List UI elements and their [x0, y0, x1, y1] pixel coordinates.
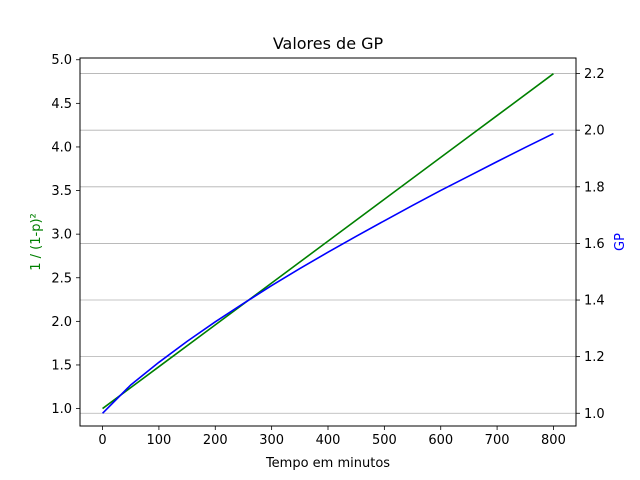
y-right-tick-label: 1.6 — [584, 237, 605, 252]
y-left-tick-label: 1.5 — [51, 358, 72, 373]
series-layer — [101, 73, 554, 414]
x-axis: 0 100 200 300 400 500 600 700 800 — [98, 426, 566, 448]
x-tick-label: 800 — [541, 433, 566, 448]
chart-title: Valores de GP — [273, 34, 384, 53]
y-right-tick-label: 1.0 — [584, 407, 605, 422]
y-right-tick-label: 1.2 — [584, 350, 605, 365]
x-tick-label: 400 — [316, 433, 341, 448]
y-axis-right: 1.0 1.2 1.4 1.6 1.8 2.0 2.2 — [576, 67, 605, 422]
y-axis-left-label: 1 / (1-p)² — [29, 213, 44, 270]
x-axis-label: Tempo em minutos — [265, 456, 390, 471]
y-right-tick-label: 2.0 — [584, 124, 605, 139]
series-line-left — [102, 73, 554, 410]
x-tick-label: 700 — [485, 433, 510, 448]
x-tick-label: 600 — [428, 433, 453, 448]
y-right-tick-label: 1.8 — [584, 180, 605, 195]
series-line-right — [101, 132, 554, 414]
y-right-tick-label: 2.2 — [584, 67, 605, 82]
y-right-tick-label: 1.4 — [584, 294, 605, 309]
y-left-tick-label: 2.0 — [51, 315, 72, 330]
x-tick-label: 200 — [203, 433, 228, 448]
y-axis-right-label: GP — [613, 233, 628, 251]
y-axis-left: 1.0 1.5 2.0 2.5 3.0 3.5 4.0 4.5 5.0 — [51, 53, 80, 417]
x-tick-label: 300 — [259, 433, 284, 448]
y-left-tick-label: 1.0 — [51, 402, 72, 417]
y-left-tick-label: 4.5 — [51, 97, 72, 112]
y-left-tick-label: 5.0 — [51, 53, 72, 68]
x-tick-label: 100 — [146, 433, 171, 448]
x-tick-label: 500 — [372, 433, 397, 448]
grid-lines — [80, 73, 576, 414]
y-left-tick-label: 3.0 — [51, 228, 72, 243]
y-left-tick-label: 4.0 — [51, 140, 72, 155]
x-tick-label: 0 — [98, 433, 106, 448]
y-left-tick-label: 3.5 — [51, 184, 72, 199]
y-left-tick-label: 2.5 — [51, 271, 72, 286]
